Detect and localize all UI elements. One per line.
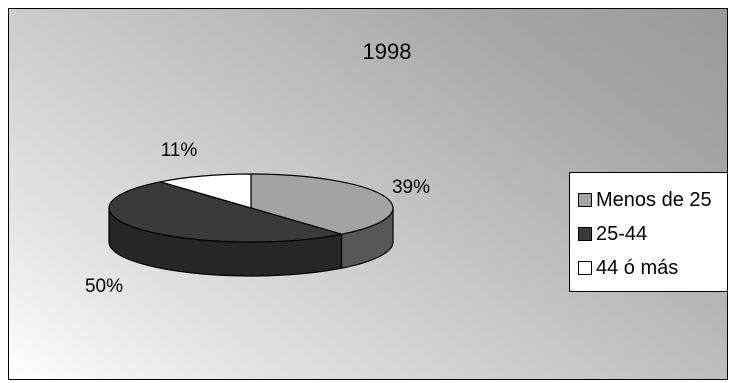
chart-title: 1998	[363, 39, 412, 64]
legend-label: 44 ó más	[596, 256, 679, 279]
legend-item-menos-de-25: Menos de 25	[578, 183, 727, 217]
pie-slice-44-o-mas	[160, 173, 252, 209]
legend: Menos de 25 25-44 44 ó más	[569, 172, 727, 292]
legend-swatch	[578, 261, 592, 275]
legend-swatch	[578, 193, 592, 207]
data-label-menos-de-25: 39%	[392, 177, 430, 198]
pie-chart: 1998 39% 50% 11%	[85, 39, 430, 297]
data-label-44-o-mas: 11%	[161, 140, 198, 161]
legend-swatch	[578, 227, 592, 241]
legend-label: 25-44	[596, 222, 648, 245]
pie-slice-menos-de-25	[250, 173, 394, 235]
pie-slices	[107, 173, 394, 243]
pie-slice-25-44	[107, 181, 342, 243]
legend-label: Menos de 25	[596, 188, 712, 211]
data-label-25-44: 50%	[85, 276, 123, 297]
legend-item-44-o-mas: 44 ó más	[578, 251, 727, 285]
legend-item-25-44: 25-44	[578, 217, 727, 251]
chart-area: 1998 39% 50% 11% Menos de 25 25-44 44 ó …	[8, 8, 728, 380]
